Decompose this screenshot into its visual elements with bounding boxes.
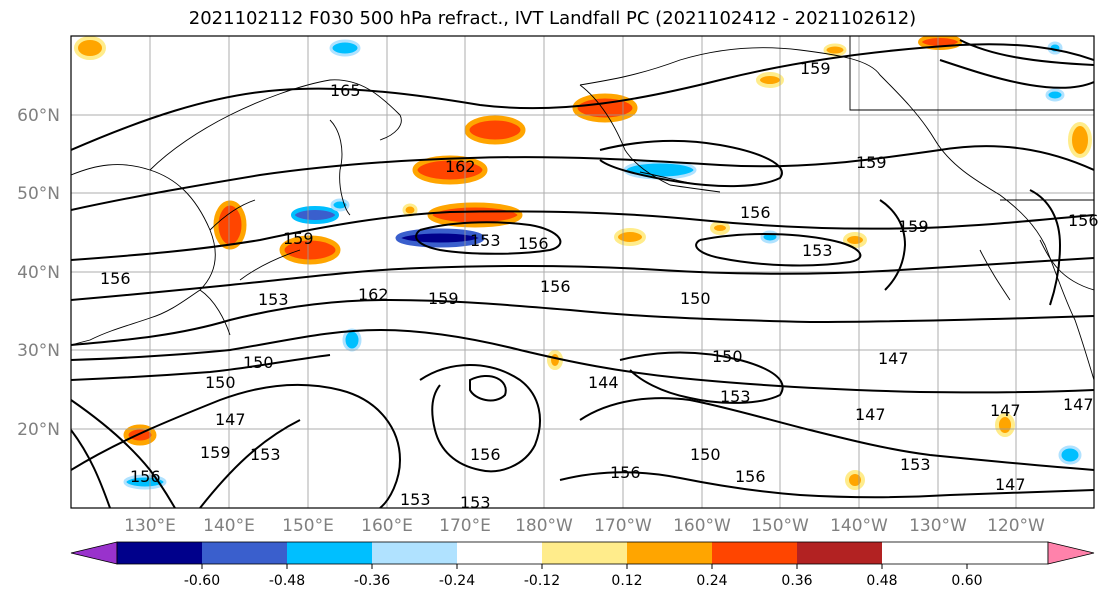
lon-label: 150°W: [751, 516, 809, 536]
contour-label: 159: [856, 153, 887, 172]
contour-label: 153: [258, 290, 289, 309]
contour-label: 147: [878, 349, 909, 368]
contour-label: 153: [720, 387, 751, 406]
lat-label: 60°N: [17, 106, 60, 126]
colorbar-tick-label: 0.48: [866, 573, 897, 589]
lat-label: 20°N: [17, 420, 60, 440]
contour-label: 156: [470, 445, 501, 464]
contour-label: 159: [800, 59, 831, 78]
contour-label: 147: [1063, 395, 1094, 414]
contour-label: 147: [990, 401, 1021, 420]
latitude-labels: 60°N 50°N 40°N 30°N 20°N: [17, 106, 60, 440]
colorbar-bin: [287, 542, 372, 564]
coastlines: [71, 36, 1094, 381]
contour-label: 159: [428, 289, 459, 308]
contour-label: 162: [445, 157, 476, 176]
contour-label: 165: [330, 81, 361, 100]
contour-label: 153: [470, 231, 501, 250]
lat-label: 40°N: [17, 263, 60, 283]
colorbar-tick-label: -0.36: [354, 573, 390, 589]
refractivity-contours: [71, 39, 1094, 508]
lon-label: 180°W: [515, 516, 573, 536]
colorbar-bin: [372, 542, 457, 564]
lon-label: 130°E: [124, 516, 176, 536]
colorbar-bin: [202, 542, 287, 564]
contour-label: 144: [588, 373, 619, 392]
colorbar-tick-label: -0.12: [524, 573, 560, 589]
contour-label: 156: [540, 277, 571, 296]
colorbar-tick-label: 0.60: [951, 573, 982, 589]
contour-label: 150: [690, 445, 721, 464]
colorbar-ticks: [201, 564, 968, 569]
lon-label: 160°W: [673, 516, 731, 536]
contour-label: 156: [610, 463, 641, 482]
colorbar-tick-label: -0.48: [269, 573, 305, 589]
lon-label: 140°W: [830, 516, 888, 536]
longitude-labels: 130°E 140°E 150°E 160°E 170°E 180°W 170°…: [124, 516, 1045, 536]
colorbar: -0.60 -0.48 -0.36 -0.24 -0.12 0.12 0.24 …: [70, 541, 1095, 589]
contour-label: 147: [215, 410, 246, 429]
colorbar-tick-label: -0.60: [184, 573, 220, 589]
contour-label: 156: [740, 203, 771, 222]
contour-label: 156: [518, 234, 549, 253]
contour-label: 153: [250, 445, 281, 464]
contour-label: 156: [1068, 211, 1099, 230]
contour-labels: 165 162 159 156 153 150 147 144 159 156 …: [100, 59, 1099, 512]
contour-label: 159: [200, 443, 231, 462]
colorbar-tick-label: 0.36: [781, 573, 812, 589]
colorbar-bin: [117, 542, 202, 564]
lon-label: 130°W: [909, 516, 967, 536]
contour-label: 159: [283, 229, 314, 248]
contour-label: 156: [735, 467, 766, 486]
lat-label: 30°N: [17, 341, 60, 361]
colorbar-tick-label: 0.12: [611, 573, 642, 589]
contour-label: 150: [243, 353, 274, 372]
contour-label: 153: [460, 493, 491, 512]
colorbar-tick-label: 0.24: [696, 573, 727, 589]
contour-label: 153: [900, 455, 931, 474]
lon-label: 160°E: [361, 516, 413, 536]
colorbar-bin: [712, 542, 797, 564]
lon-label: 140°E: [203, 516, 255, 536]
contour-label: 147: [855, 405, 886, 424]
colorbar-bin: [797, 542, 882, 564]
colorbar-bin: [457, 542, 542, 564]
colorbar-extend-high: [1047, 541, 1095, 565]
figure-title: 2021102112 F030 500 hPa refract., IVT La…: [188, 8, 917, 29]
contour-label: 153: [802, 241, 833, 260]
contour-label: 150: [205, 373, 236, 392]
gridlines: [71, 36, 1094, 508]
contour-label: 156: [130, 467, 161, 486]
contour-label: 150: [680, 289, 711, 308]
contour-label: 159: [898, 217, 929, 236]
map-frame: [70, 35, 1095, 509]
lat-label: 50°N: [17, 184, 60, 204]
lon-label: 170°W: [594, 516, 652, 536]
colorbar-extend-low: [70, 541, 118, 565]
lon-label: 120°W: [987, 516, 1045, 536]
contour-label: 153: [400, 490, 431, 509]
colorbar-bin: [542, 542, 627, 564]
contour-label: 156: [100, 269, 131, 288]
lon-label: 170°E: [439, 516, 491, 536]
contour-label: 162: [358, 285, 389, 304]
colorbar-tick-label: -0.24: [439, 573, 475, 589]
shaded-anomaly-layer: [74, 36, 1092, 490]
contour-label: 147: [995, 475, 1026, 494]
lon-label: 150°E: [282, 516, 334, 536]
contour-label: 150: [712, 347, 743, 366]
colorbar-bin: [627, 542, 712, 564]
